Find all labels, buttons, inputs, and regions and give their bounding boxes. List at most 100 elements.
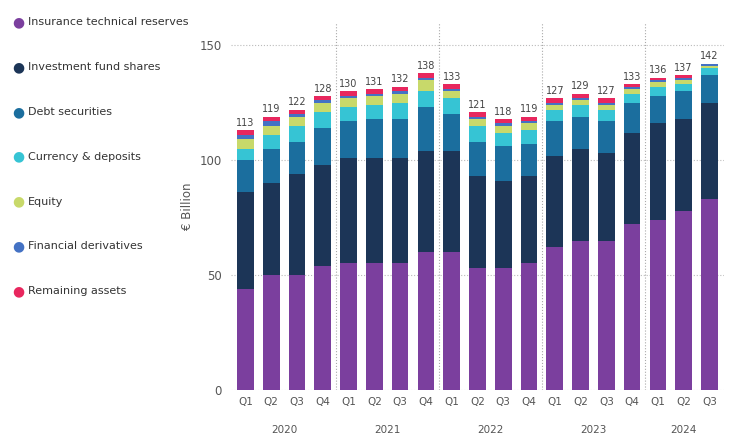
Bar [392,158,409,263]
Bar [263,183,280,275]
Bar [418,252,434,390]
Bar [675,91,692,119]
Bar [675,119,692,211]
Text: ●: ● [13,239,25,254]
Bar [469,112,486,116]
Bar [392,119,409,158]
Bar [443,114,460,151]
Bar [263,149,280,183]
Bar [650,80,666,82]
Bar [263,116,280,121]
Text: 131: 131 [365,77,383,86]
Bar [469,126,486,142]
Text: 133: 133 [623,72,642,82]
Bar [340,91,357,96]
Bar [418,108,434,151]
Bar [340,158,357,263]
Bar [624,224,641,390]
Bar [624,84,641,86]
Text: 118: 118 [494,107,513,116]
Bar [624,89,641,94]
Bar [314,165,331,266]
Bar [624,133,641,224]
Bar [701,75,718,103]
Bar [237,192,254,289]
Bar [521,121,537,123]
Bar [443,91,460,98]
Bar [521,176,537,263]
Bar [237,139,254,149]
Text: Insurance technical reserves: Insurance technical reserves [28,17,189,27]
Bar [675,80,692,84]
Bar [289,126,305,142]
Text: 127: 127 [545,86,564,96]
Bar [572,149,589,241]
Bar [598,153,615,241]
Bar [366,119,383,158]
Bar [366,89,383,94]
Bar [546,110,563,121]
Bar [418,151,434,252]
Text: ●: ● [13,150,25,164]
Text: 132: 132 [391,74,410,84]
Bar [263,135,280,149]
Text: Remaining assets: Remaining assets [28,286,127,296]
Bar [314,128,331,165]
Bar [392,94,409,103]
Bar [546,155,563,247]
Bar [675,211,692,390]
Bar [546,247,563,390]
Text: 122: 122 [288,97,307,108]
Bar [289,174,305,275]
Bar [495,181,512,268]
Bar [495,126,512,133]
Text: Financial derivatives: Financial derivatives [28,241,143,251]
Text: 130: 130 [339,79,358,89]
Bar [521,123,537,130]
Bar [237,289,254,390]
Bar [392,91,409,94]
Bar [237,135,254,139]
Text: 2024: 2024 [671,425,697,435]
Bar [572,98,589,100]
Bar [495,123,512,126]
Bar [572,94,589,98]
Text: Equity: Equity [28,197,63,207]
Bar [314,100,331,103]
Bar [263,126,280,135]
Bar [443,89,460,91]
Bar [314,112,331,128]
Bar [340,96,357,98]
Text: 2021: 2021 [374,425,401,435]
Bar [624,103,641,133]
Bar [366,105,383,119]
Bar [675,78,692,80]
Bar [418,78,434,80]
Bar [263,121,280,126]
Bar [546,98,563,103]
Text: ●: ● [13,284,25,298]
Bar [418,80,434,91]
Bar [469,142,486,176]
Text: 121: 121 [468,99,486,110]
Bar [546,121,563,155]
Bar [701,103,718,199]
Text: ●: ● [13,60,25,74]
Text: 119: 119 [520,104,538,114]
Bar [650,82,666,86]
Bar [675,75,692,78]
Bar [546,103,563,105]
Text: 133: 133 [442,72,461,82]
Bar [469,116,486,119]
Bar [521,130,537,144]
Bar [598,241,615,390]
Text: 138: 138 [417,60,435,71]
Text: 2020: 2020 [271,425,297,435]
Bar [598,105,615,110]
Y-axis label: € Billion: € Billion [181,182,194,230]
Bar [392,87,409,91]
Bar [443,252,460,390]
Text: 137: 137 [674,63,693,73]
Bar [701,64,718,66]
Bar [289,116,305,126]
